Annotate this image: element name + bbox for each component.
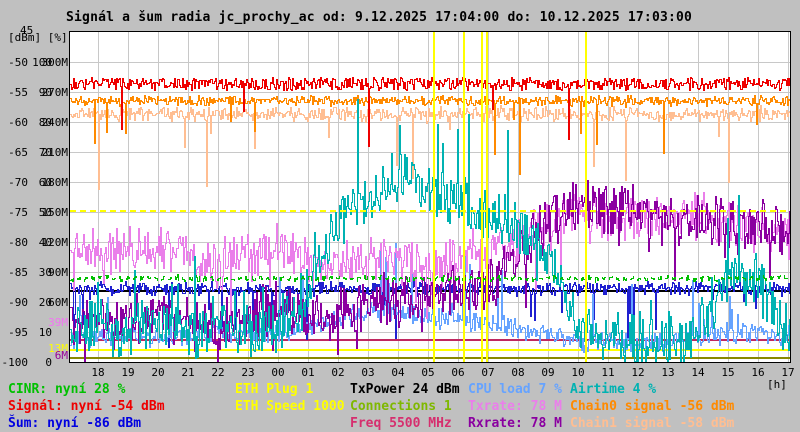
x-axis-tick: 14 — [691, 366, 705, 379]
y-axis-tick-dbm: -85 — [8, 266, 28, 279]
legend-item-eth-plug: ETH Plug 1 — [235, 382, 314, 397]
x-axis-tick: 04 — [391, 366, 405, 379]
y-axis-tick-dbm: -65 — [8, 146, 28, 159]
y-axis-tick-pct: 30 — [38, 266, 52, 279]
legend-item-cinr: CINR: nyní 28 % — [8, 382, 126, 397]
x-axis-tick: 06 — [451, 366, 465, 379]
y-axis-tick-dbm: -75 — [8, 206, 28, 219]
x-axis-tick: 10 — [571, 366, 585, 379]
y-axis-tick-dbm: -80 — [8, 236, 28, 249]
y-axis-tick-mbit: 60M — [48, 296, 68, 309]
y-axis-tick-mbit: 270M — [41, 86, 69, 99]
x-axis-tick: 05 — [421, 366, 435, 379]
legend-item-chain1: Chain1 signal -58 dBm — [570, 416, 735, 431]
x-axis-tick: 02 — [331, 366, 345, 379]
x-axis-tick: 07 — [481, 366, 495, 379]
y-axis-side-label: 39M — [48, 316, 68, 329]
legend-item-txrate: Txrate: 78 M — [468, 399, 562, 414]
y-axis-tick-pct: 60 — [38, 176, 52, 189]
legend-item-airtime: Airtime 4 % — [570, 382, 657, 397]
x-axis-tick: 17 — [781, 366, 795, 379]
y-axis-tick-mbit: 210M — [41, 146, 69, 159]
x-axis-tick: 20 — [151, 366, 165, 379]
y-axis-tick-pct: 20 — [38, 296, 52, 309]
y-axis-tick-dbm: -90 — [8, 296, 28, 309]
x-axis-tick: 03 — [361, 366, 375, 379]
y-axis-tick-dbm: -55 — [8, 86, 28, 99]
y-axis-tick-pct: 100 — [32, 56, 52, 69]
y-axis-tick-pct: 40 — [38, 236, 52, 249]
x-axis-tick: 23 — [241, 366, 255, 379]
y-axis-tick-mbit: 120M — [41, 236, 69, 249]
y-axis-tick-pct: 10 — [38, 326, 52, 339]
x-axis-tick: 13 — [661, 366, 675, 379]
legend-item-cpu-load: CPU load 7 % — [468, 382, 562, 397]
x-axis-tick: 01 — [301, 366, 315, 379]
x-axis-tick: 22 — [211, 366, 225, 379]
legend-item-rxrate: Rxrate: 78 M — [468, 416, 562, 431]
legend-item-signal: Signál: nyní -54 dBm — [8, 399, 165, 414]
y-axis-side-label: 6M — [54, 349, 68, 362]
y-axis-tick-mbit: 240M — [41, 116, 69, 129]
y-axis-tick-dbm: -50 — [8, 56, 28, 69]
signal-noise-chart — [69, 31, 791, 363]
y-axis-unit-label: [dBm] [%] — [8, 31, 68, 44]
legend-item-chain0: Chain0 signal -56 dBm — [570, 399, 735, 414]
y-axis-tick-pct: 50 — [38, 206, 52, 219]
y-axis-tick-mbit: 180M — [41, 176, 69, 189]
legend-item-noise: Šum: nyní -86 dBm — [8, 416, 142, 431]
y-axis-tick-mbit: 150M — [41, 206, 69, 219]
y-axis-tick-dbm: -70 — [8, 176, 28, 189]
y-axis-tick-pct: 90 — [38, 86, 52, 99]
x-axis-tick: 15 — [721, 366, 735, 379]
chart-plot-area — [70, 32, 790, 362]
y-axis-tick-mbit: 300M — [41, 56, 69, 69]
x-axis-tick: 19 — [121, 366, 135, 379]
y-axis-tick-pct: 0 — [45, 356, 52, 369]
y-axis-tick-mbit: 90M — [48, 266, 68, 279]
x-axis-tick: 09 — [541, 366, 555, 379]
x-axis-tick: 18 — [91, 366, 105, 379]
x-axis-tick: 00 — [271, 366, 285, 379]
x-axis-tick: 12 — [631, 366, 645, 379]
x-axis-tick: 08 — [511, 366, 525, 379]
y-axis-side-label: 13M — [48, 342, 68, 355]
y-axis-tick-pct: 70 — [38, 146, 52, 159]
legend-item-eth-speed: ETH Speed 1000 — [235, 399, 345, 414]
y-axis-tick-dbm: -60 — [8, 116, 28, 129]
y-axis-tick-dbm: -100 — [1, 356, 29, 369]
x-axis-tick: 11 — [601, 366, 615, 379]
y-axis-tick-dbm: -95 — [8, 326, 28, 339]
y-axis-tick-pct: 80 — [38, 116, 52, 129]
legend-item-freq: Freq 5500 MHz — [350, 416, 452, 431]
legend-item-txpower: TxPower 24 dBm — [350, 382, 460, 397]
legend-item-connections: Connections 1 — [350, 399, 452, 414]
chart-title: Signál a šum radia jc_prochy_ac od: 9.12… — [66, 10, 693, 25]
x-axis-tick: 21 — [181, 366, 195, 379]
y-axis-top-tick: 45 — [20, 24, 34, 37]
x-axis-tick: 16 — [751, 366, 765, 379]
x-axis-unit-label: [h] — [767, 378, 787, 391]
